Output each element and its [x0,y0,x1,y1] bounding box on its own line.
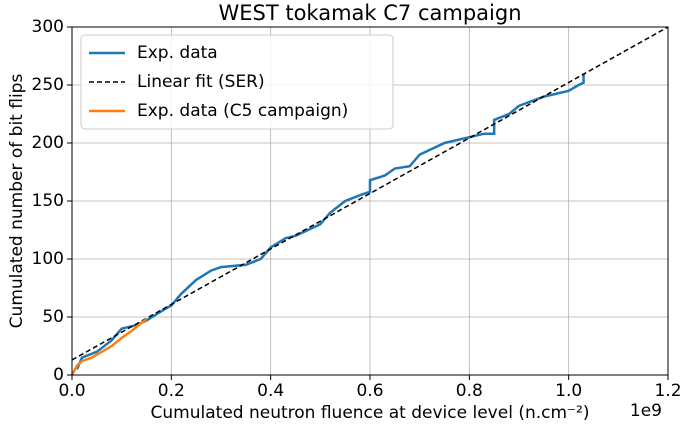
y-tick-label: 150 [32,191,64,211]
data-line [70,318,148,376]
x-tick-label: 0.0 [58,381,85,401]
legend-box [80,34,394,130]
data-line [71,26,669,361]
y-tick-label: 50 [42,307,64,327]
y-tick-label: 250 [32,75,64,95]
y-tick-label: 300 [32,17,64,37]
x-tick-label: 1.2 [654,381,681,401]
chart-title: WEST tokamak C7 campaign [218,1,521,25]
y-tick-label: 200 [32,133,64,153]
x-tick-label: 0.4 [257,381,284,401]
x-axis-label: Cumulated neutron fluence at device leve… [151,403,590,423]
legend-label: Exp. data [137,43,218,63]
y-axis-label: Cumulated number of bit flips [7,74,27,329]
x-offset-label: 1e9 [630,401,662,421]
x-tick-label: 1.0 [555,381,582,401]
y-tick-label: 0 [53,365,64,385]
data-line [75,73,585,370]
x-tick-label: 0.8 [456,381,483,401]
y-tick-label: 100 [32,249,64,269]
x-tick-label: 0.6 [356,381,383,401]
plot-frame [71,26,669,376]
x-tick-label: 0.2 [158,381,185,401]
legend-label: Exp. data (C5 campaign) [137,101,348,121]
legend-label: Linear fit (SER) [137,72,265,92]
